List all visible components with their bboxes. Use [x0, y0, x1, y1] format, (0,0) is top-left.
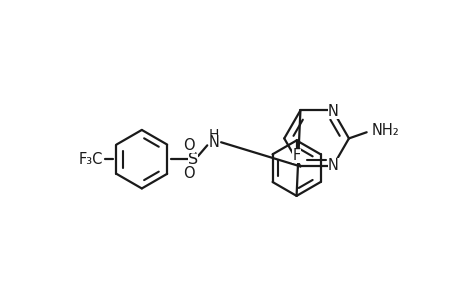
Text: F₃C: F₃C	[78, 152, 102, 167]
Text: H: H	[208, 128, 219, 142]
Text: N: N	[208, 135, 219, 150]
Text: N: N	[327, 158, 338, 173]
Text: N: N	[327, 104, 338, 119]
Text: S: S	[187, 152, 197, 167]
Text: F: F	[292, 148, 300, 163]
Text: O: O	[183, 166, 194, 181]
Text: NH₂: NH₂	[371, 123, 399, 138]
Text: O: O	[183, 138, 194, 153]
